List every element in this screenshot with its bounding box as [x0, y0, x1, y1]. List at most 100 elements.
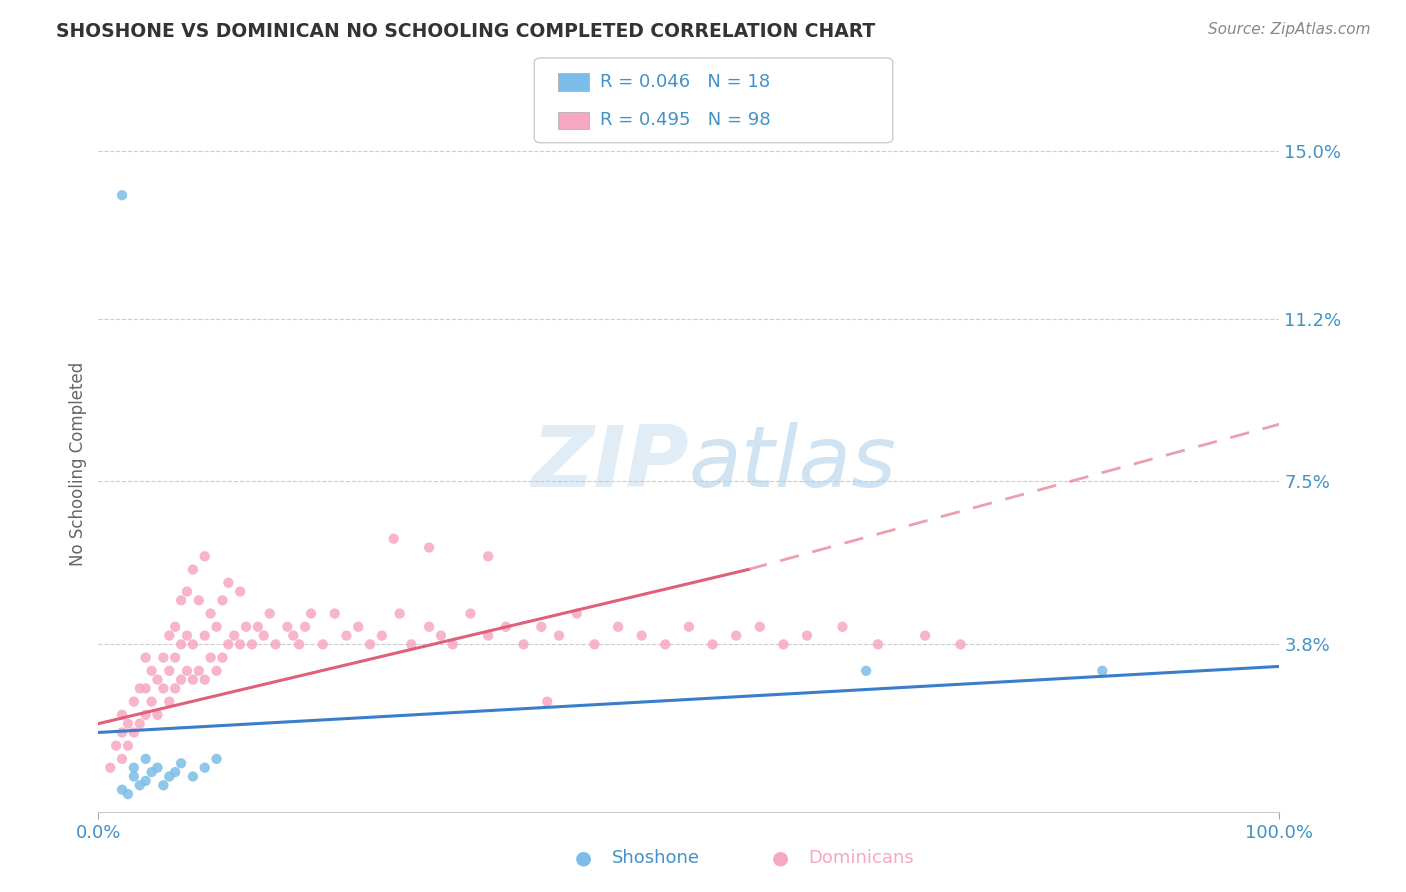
- Point: [170, 756, 193, 771]
- Point: [165, 681, 187, 696]
- Point: [401, 637, 423, 651]
- Point: [382, 532, 405, 546]
- Text: ●: ●: [575, 848, 592, 868]
- Point: [418, 541, 440, 555]
- Point: [855, 664, 877, 678]
- Point: [181, 673, 204, 687]
- Point: [702, 637, 724, 651]
- Point: [548, 629, 571, 643]
- Point: [259, 607, 281, 621]
- Point: [831, 620, 853, 634]
- Point: [276, 620, 298, 634]
- Point: [371, 629, 394, 643]
- Point: [772, 637, 794, 651]
- Point: [299, 607, 322, 621]
- Point: [312, 637, 335, 651]
- Point: [187, 664, 209, 678]
- Text: atlas: atlas: [689, 422, 897, 506]
- Point: [176, 629, 198, 643]
- Point: [157, 695, 180, 709]
- Point: [323, 607, 346, 621]
- Point: [477, 629, 499, 643]
- Point: [441, 637, 464, 651]
- Point: [117, 787, 139, 801]
- Text: ZIP: ZIP: [531, 422, 689, 506]
- Text: R = 0.495   N = 98: R = 0.495 N = 98: [600, 112, 770, 129]
- Point: [135, 752, 157, 766]
- Point: [205, 664, 228, 678]
- Point: [796, 629, 818, 643]
- Point: [418, 620, 440, 634]
- Point: [165, 765, 187, 780]
- Point: [165, 650, 187, 665]
- Point: [152, 650, 174, 665]
- Point: [866, 637, 889, 651]
- Point: [240, 637, 263, 651]
- Point: [211, 593, 233, 607]
- Point: [181, 770, 204, 784]
- Point: [246, 620, 269, 634]
- Point: [477, 549, 499, 564]
- Point: [176, 664, 198, 678]
- Point: [512, 637, 534, 651]
- Point: [111, 782, 134, 797]
- Point: [122, 725, 145, 739]
- Point: [157, 629, 180, 643]
- Point: [217, 575, 239, 590]
- Point: [536, 695, 558, 709]
- Point: [111, 188, 134, 202]
- Point: [111, 752, 134, 766]
- Point: [194, 629, 217, 643]
- Point: [117, 716, 139, 731]
- Point: [146, 707, 169, 722]
- Point: [170, 593, 193, 607]
- Point: [1091, 664, 1114, 678]
- Point: [288, 637, 311, 651]
- Point: [122, 761, 145, 775]
- Point: [135, 773, 157, 788]
- Point: [565, 607, 588, 621]
- Point: [194, 761, 217, 775]
- Text: R = 0.046   N = 18: R = 0.046 N = 18: [600, 73, 770, 91]
- Point: [105, 739, 128, 753]
- Point: [294, 620, 316, 634]
- Text: Source: ZipAtlas.com: Source: ZipAtlas.com: [1208, 22, 1371, 37]
- Point: [224, 629, 246, 643]
- Point: [128, 681, 150, 696]
- Point: [264, 637, 287, 651]
- Point: [200, 650, 222, 665]
- Point: [146, 761, 169, 775]
- Point: [111, 707, 134, 722]
- Point: [141, 664, 163, 678]
- Point: [914, 629, 936, 643]
- Point: [460, 607, 482, 621]
- Point: [229, 584, 252, 599]
- Point: [141, 765, 163, 780]
- Point: [152, 681, 174, 696]
- Point: [205, 752, 228, 766]
- Point: [111, 725, 134, 739]
- Point: [430, 629, 453, 643]
- Point: [211, 650, 233, 665]
- Point: [200, 607, 222, 621]
- Point: [152, 778, 174, 792]
- Point: [146, 673, 169, 687]
- Point: [165, 620, 187, 634]
- Point: [170, 673, 193, 687]
- Text: Shoshone: Shoshone: [612, 849, 700, 867]
- Point: [949, 637, 972, 651]
- Point: [176, 584, 198, 599]
- Point: [157, 664, 180, 678]
- Point: [117, 739, 139, 753]
- Y-axis label: No Schooling Completed: No Schooling Completed: [69, 362, 87, 566]
- Text: SHOSHONE VS DOMINICAN NO SCHOOLING COMPLETED CORRELATION CHART: SHOSHONE VS DOMINICAN NO SCHOOLING COMPL…: [56, 22, 876, 41]
- Point: [748, 620, 770, 634]
- Point: [181, 637, 204, 651]
- Point: [359, 637, 381, 651]
- Point: [205, 620, 228, 634]
- Point: [122, 695, 145, 709]
- Point: [194, 673, 217, 687]
- Point: [630, 629, 652, 643]
- Point: [583, 637, 606, 651]
- Point: [194, 549, 217, 564]
